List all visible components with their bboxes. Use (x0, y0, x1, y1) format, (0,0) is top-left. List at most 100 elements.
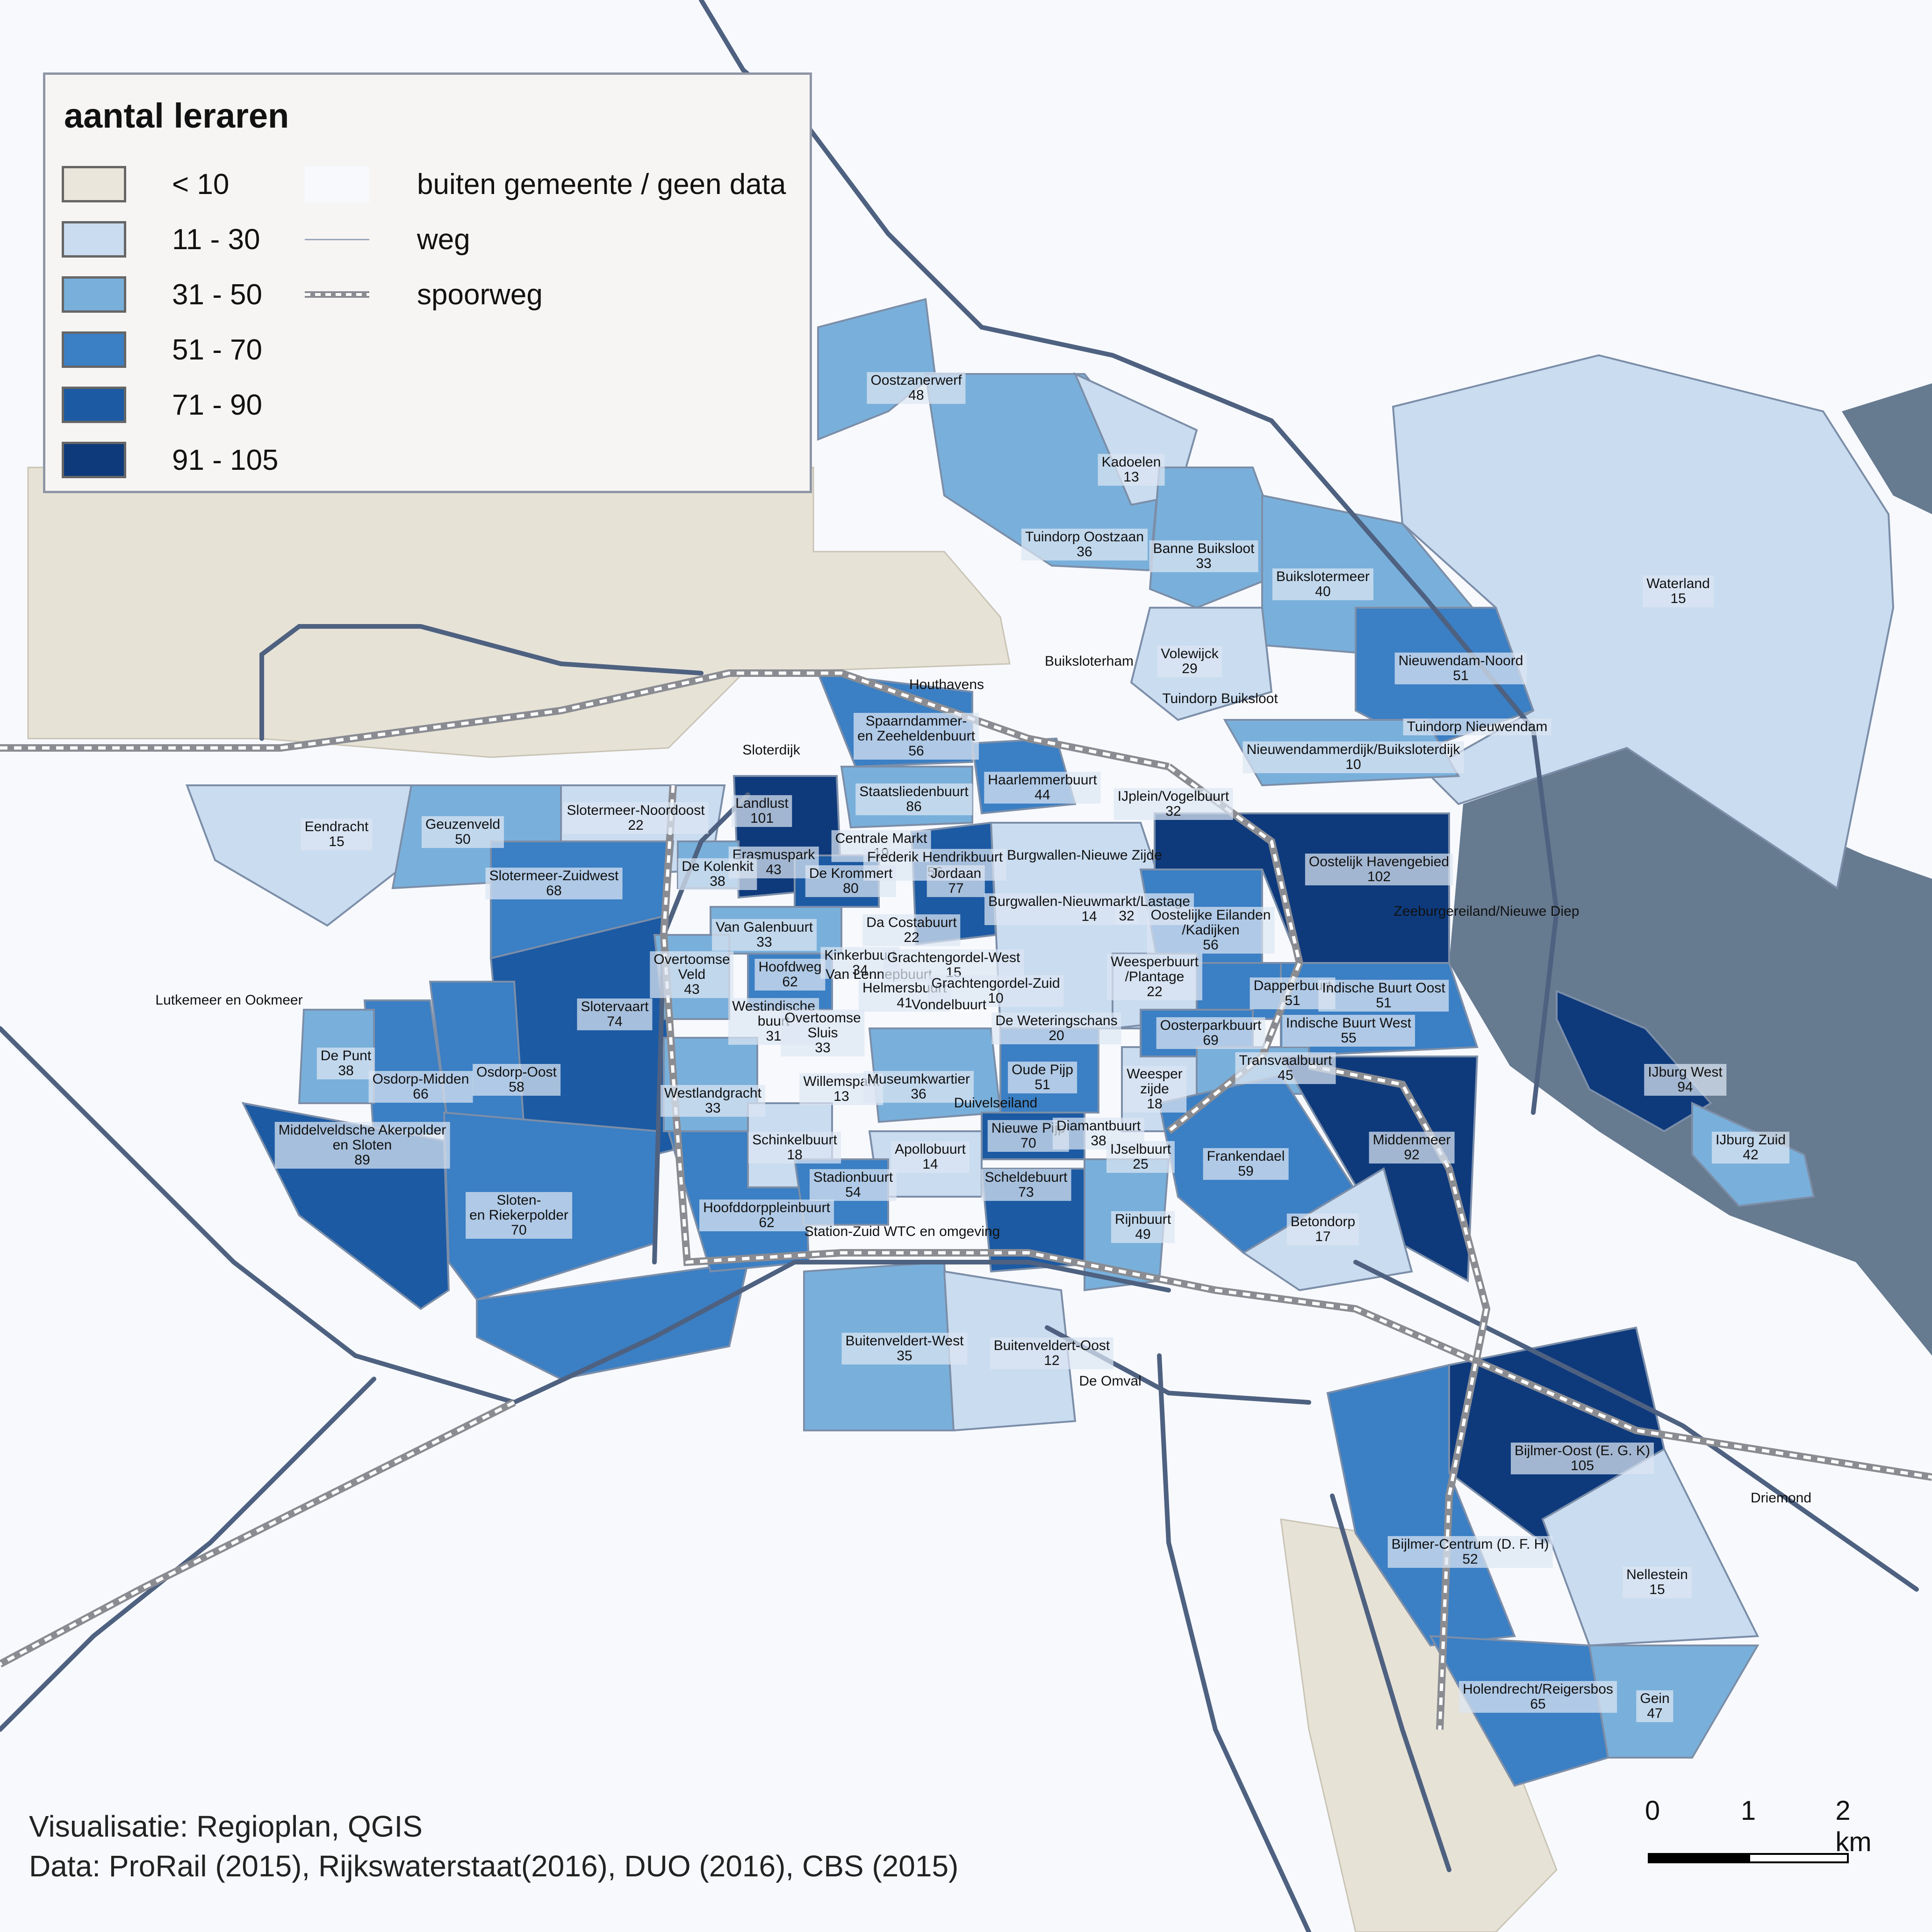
area-label: IJburg Zuid 42 (1711, 1132, 1790, 1164)
area-label: Banne Buiksloot 33 (1149, 540, 1258, 572)
legend-swatch (62, 166, 126, 202)
legend-class-label: 11 - 30 (172, 223, 260, 256)
area-label: Bijlmer-Centrum (D. F. H) 52 (1387, 1536, 1553, 1568)
area-label: Oosterparkbuurt 69 (1156, 1017, 1265, 1049)
water-east (1842, 383, 1932, 514)
legend-outside: buiten gemeente / geen data (305, 166, 786, 202)
area-label: Betondorp 17 (1286, 1214, 1359, 1245)
area-label: Oostzanerwerf 48 (867, 372, 966, 404)
legend-swatch (62, 221, 126, 258)
legend-rail-symbol (305, 276, 369, 313)
area-label: Eendracht 15 (301, 819, 373, 850)
legend-outside-label: buiten gemeente / geen data (417, 168, 786, 201)
legend-class-4: 51 - 70 (62, 331, 262, 368)
area-label: Da Costabuurt 22 (862, 914, 961, 946)
area-label: Hoofdweg 62 (754, 959, 826, 991)
area-label: Transvaalbuurt 45 (1235, 1052, 1336, 1084)
area-label: Weesper zijde 18 (1123, 1066, 1186, 1113)
legend-class-3: 31 - 50 (62, 276, 262, 313)
legend-class-1: < 10 (62, 166, 229, 202)
railways (0, 669, 1932, 1730)
area-label: Haarlemmerbuurt 44 (984, 772, 1101, 804)
area-label: Nieuwendam-Noord 51 (1394, 653, 1527, 684)
legend-class-5: 71 - 90 (62, 387, 262, 423)
legend-swatch (62, 387, 126, 423)
scale-segment-black (1648, 1853, 1748, 1863)
area-west-strip (476, 1261, 749, 1380)
area-label: IJburg West 94 (1644, 1064, 1726, 1096)
area-label: De Krommert 80 (805, 865, 897, 897)
legend-class-label: 91 - 105 (172, 444, 279, 476)
area-label: Duivelseiland (954, 1095, 1038, 1111)
water-ijmeer (1449, 748, 1932, 1356)
area-label: Spaarndammer- en Zeeheldenbuurt 56 (854, 713, 979, 760)
area-label: IJplein/Vogelbuurt 32 (1113, 788, 1233, 820)
area-label: Van Galenbuurt 33 (712, 919, 817, 951)
area-gein (1588, 1645, 1760, 1759)
area-label: Bijlmer-Oost (E. G. K) 105 (1510, 1443, 1654, 1474)
area-label: Burgwallen-Nieuwe Zijde (1007, 847, 1162, 863)
area-label: Driemond (1750, 1490, 1812, 1506)
area-label: Buitenveldert-West 35 (841, 1333, 968, 1365)
area-label: Tuindorp Nieuwendam (1403, 718, 1551, 735)
legend-class-2: 11 - 30 (62, 221, 260, 258)
area-label: Volewijck 29 (1157, 646, 1222, 677)
area-label: De Omval (1079, 1373, 1142, 1389)
area-label: Gein 47 (1636, 1690, 1673, 1722)
legend-rail-label: spoorweg (417, 278, 543, 311)
area-label: Oostelijke Eilanden /Kadijken 56 (1147, 907, 1275, 954)
area-label: Station-Zuid WTC en omgeving (804, 1224, 1000, 1239)
area-label: Indische Buurt Oost 51 (1318, 980, 1449, 1012)
area-label: De Punt 38 (316, 1048, 375, 1079)
legend-rail: spoorweg (305, 276, 543, 313)
scale-tick-2: 2 km (1835, 1796, 1872, 1857)
area-label: Westlandgracht 33 (661, 1085, 765, 1117)
area-label: Nellestein 15 (1623, 1566, 1692, 1598)
area-label: Osdorp-Midden 66 (368, 1071, 473, 1103)
area-label: Sloterdijk (742, 742, 800, 758)
area-label: Tuindorp Oostzaan 36 (1021, 529, 1148, 560)
area-label: Sloten- en Riekerpolder 70 (466, 1192, 572, 1239)
area-label: De Kolenkit 38 (678, 858, 757, 890)
area-label: Lutkemeer en Ookmeer (155, 992, 303, 1008)
area-label: Nieuwendammerdijk/Buiksloterdijk 10 (1243, 741, 1464, 773)
area-label: Waterland 15 (1643, 575, 1714, 607)
legend-road-label: weg (417, 223, 470, 256)
scale-segment-white (1748, 1853, 1849, 1863)
legend-swatch (62, 331, 126, 368)
legend: aantal leraren < 10 11 - 30 31 - 50 51 -… (43, 72, 812, 493)
area-label: Houthavens (909, 677, 984, 692)
area-ijburg-west (1556, 989, 1713, 1133)
area-label: Vondelbuurt (911, 997, 987, 1013)
legend-outside-swatch (305, 166, 369, 202)
legend-class-label: 31 - 50 (172, 278, 263, 311)
area-label: Indische Buurt West 55 (1282, 1015, 1415, 1047)
area-label: Oostelijk Havengebied 102 (1305, 854, 1453, 885)
area-label: Buitenveldert-Oost 12 (990, 1337, 1114, 1369)
area-label: Schinkelbuurt 18 (748, 1132, 841, 1164)
area-label: Slotervaart 74 (577, 998, 653, 1030)
legend-swatch (62, 442, 126, 478)
area-label: Slotermeer-Noordoost 22 (563, 802, 709, 834)
legend-class-label: < 10 (172, 168, 230, 201)
area-label: IJselbuurt 25 (1106, 1141, 1175, 1173)
area-label: Middenmeer 92 (1369, 1132, 1455, 1164)
area-label: Holendrecht/Reigersbos 65 (1459, 1681, 1617, 1713)
area-bijlmer-centrum (1326, 1364, 1516, 1647)
area-label: Middelveldsche Akerpolder en Sloten 89 (274, 1122, 450, 1169)
area-label: Hoofddorppleinbuurt 62 (699, 1199, 834, 1231)
area-label: Diamantbuurt 38 (1052, 1118, 1145, 1149)
area-label: Staatsliedenbuurt 86 (855, 783, 972, 815)
area-label: Osdorp-Oost 58 (473, 1064, 560, 1096)
area-label: Jordaan 77 (926, 865, 985, 897)
credit-data: Data: ProRail (2015), Rijkswaterstaat(20… (29, 1849, 959, 1883)
legend-class-label: 71 - 90 (172, 388, 263, 421)
area-label: Apollobuurt 14 (891, 1141, 970, 1173)
area-label: 32 (1115, 908, 1138, 925)
area-label: Frankendael 59 (1203, 1148, 1289, 1180)
area-label: Weesperbuurt /Plantage 22 (1107, 954, 1202, 1000)
area-label: Museumkwartier 36 (863, 1071, 974, 1103)
legend-road: weg (305, 221, 470, 258)
area-label: Buikslotermeer 40 (1272, 568, 1374, 600)
